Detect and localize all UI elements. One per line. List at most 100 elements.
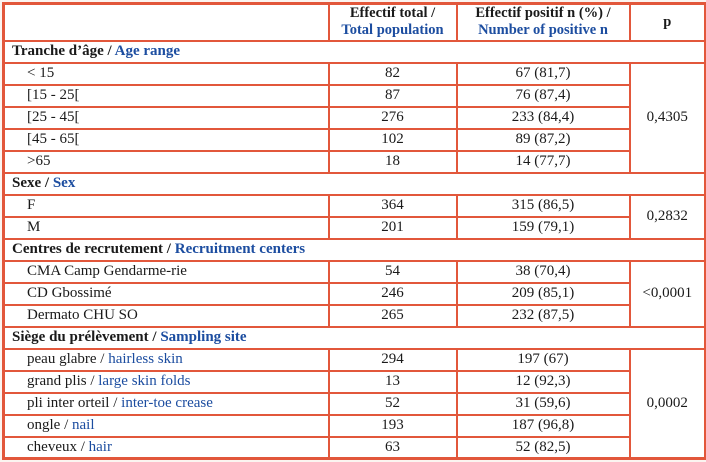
row-label: < 15 xyxy=(2,61,330,86)
row-label: ongle / nail xyxy=(2,413,330,438)
header-total-en: Total population xyxy=(341,22,444,39)
row-label-fr: grand plis / xyxy=(27,373,99,389)
total-population-value: 63 xyxy=(327,435,458,460)
header-total-fr: Effectif total / xyxy=(349,5,436,22)
data-row: M 201 159 (79,1) xyxy=(2,215,706,240)
section-header-row: Centres de recrutement / Recruitment cen… xyxy=(2,237,706,262)
row-label-fr: cheveux / xyxy=(27,438,89,455)
table-header: Effectif total / Total population Effect… xyxy=(2,2,706,42)
section-header-row: Tranche d’âge / Age range xyxy=(2,39,706,64)
row-label-fr: CMA Camp Gendarme-rie xyxy=(27,263,187,279)
positive-count-value: 233 (84,4) xyxy=(455,105,631,130)
row-label-fr: [15 - 25[ xyxy=(27,87,80,103)
section-header-row: Sexe / Sex xyxy=(2,171,706,196)
row-label: >65 xyxy=(2,149,330,174)
p-value-cell: 0,0002 xyxy=(628,347,706,460)
total-population-value: 52 xyxy=(327,391,458,416)
row-label: CMA Camp Gendarme-rie xyxy=(2,259,330,284)
data-row: [25 - 45[ 276 233 (84,4) xyxy=(2,105,706,130)
row-label: [15 - 25[ xyxy=(2,83,330,108)
total-population-value: 13 xyxy=(327,369,458,394)
section-title-en: Sex xyxy=(52,175,76,191)
row-label: M xyxy=(2,215,330,240)
section-title-fr: Sexe / xyxy=(12,175,53,191)
header-total-population: Effectif total / Total population xyxy=(327,2,458,42)
positive-count-value: 67 (81,7) xyxy=(455,61,631,86)
positive-count-value: 232 (87,5) xyxy=(455,303,631,328)
total-population-value: 18 xyxy=(327,149,458,174)
positive-count-value: 76 (87,4) xyxy=(455,83,631,108)
row-label-fr: ongle / xyxy=(27,417,72,433)
table-body: Tranche d’âge / Age range < 15 82 67 (81,7)… xyxy=(2,39,706,460)
p-value-cell: 0,2832 xyxy=(628,193,706,240)
section-title-en: Sampling site xyxy=(160,329,247,345)
row-label-fr: >65 xyxy=(27,153,51,169)
section-title-en: Age range xyxy=(114,43,181,59)
row-label-fr: CD Gbossimé xyxy=(27,285,112,301)
total-population-value: 246 xyxy=(327,281,458,306)
row-label-en: large skin folds xyxy=(98,373,191,389)
positive-count-value: 187 (96,8) xyxy=(455,413,631,438)
total-population-value: 265 xyxy=(327,303,458,328)
header-p-value: p xyxy=(628,2,706,42)
section-title-en: Recruitment centers xyxy=(174,241,306,257)
positive-count-value: 52 (82,5) xyxy=(455,435,631,460)
p-value-cell: <0,0001 xyxy=(628,259,706,328)
total-population-value: 54 xyxy=(327,259,458,284)
total-population-value: 201 xyxy=(327,215,458,240)
row-label: pli inter orteil / inter-toe crease xyxy=(2,391,330,416)
total-population-value: 102 xyxy=(327,127,458,152)
data-row: Dermato CHU SO 265 232 (87,5) xyxy=(2,303,706,328)
total-population-value: 276 xyxy=(327,105,458,130)
row-label-fr: [25 - 45[ xyxy=(27,109,80,125)
total-population-value: 294 xyxy=(327,347,458,372)
positive-count-value: 315 (86,5) xyxy=(455,193,631,218)
row-label-fr: < 15 xyxy=(27,65,55,81)
row-label: cheveux / hair xyxy=(2,435,330,460)
section-header-row: Siège du prélèvement / Sampling site xyxy=(2,325,706,350)
row-label: grand plis / large skin folds xyxy=(2,369,330,394)
header-empty-cell xyxy=(2,2,330,42)
row-label-fr: F xyxy=(27,197,36,213)
row-label-en: hairless skin xyxy=(108,351,183,367)
data-row: [45 - 65[102 89 (87,2) xyxy=(2,127,706,152)
row-label: CD Gbossimé xyxy=(2,281,330,306)
data-row: CD Gbossimé 246 209 (85,1) xyxy=(2,281,706,306)
positive-count-value: 38 (70,4) xyxy=(455,259,631,284)
header-positive-fr: Effectif positif n (%) / xyxy=(475,5,611,22)
row-label: [45 - 65[ xyxy=(2,127,330,152)
row-label-fr: Dermato CHU SO xyxy=(27,307,138,323)
section-title: Tranche d’âge / Age range xyxy=(2,39,706,64)
data-row: CMA Camp Gendarme-rie 54 38 (70,4) <0,0001 xyxy=(2,259,706,328)
data-row: peau glabre / hairless skin 294 197 (67) 0,… xyxy=(2,347,706,460)
row-label: Dermato CHU SO xyxy=(2,303,330,328)
row-label-en: nail xyxy=(72,417,95,433)
positive-count-value: 159 (79,1) xyxy=(455,215,631,240)
row-label-fr: M xyxy=(27,219,41,235)
data-row: ongle / nail 193 187 (96,8) xyxy=(2,413,706,438)
header-row: Effectif total / Total population Effect… xyxy=(2,2,706,42)
row-label-en: hair xyxy=(88,438,112,455)
header-positive-count: Effectif positif n (%) / Number of posit… xyxy=(455,2,631,42)
total-population-value: 87 xyxy=(327,83,458,108)
data-row: cheveux / hair 63 52 (82,5) xyxy=(2,435,706,460)
data-row: grand plis / large skin folds 13 12 (92,3) xyxy=(2,369,706,394)
data-row: >65 18 14 (77,7) xyxy=(2,149,706,174)
p-value-cell: 0,4305 xyxy=(628,61,706,174)
total-population-value: 193 xyxy=(327,413,458,438)
section-title: Centres de recrutement / Recruitment cen… xyxy=(2,237,706,262)
section-title-fr: Tranche d’âge / xyxy=(12,43,115,59)
data-row: pli inter orteil / inter-toe crease 52 31 … xyxy=(2,391,706,416)
row-label-fr: [45 - 65[ xyxy=(27,131,80,147)
data-row: F 364 315 (86,5) 0,2832 xyxy=(2,193,706,240)
section-title: Sexe / Sex xyxy=(2,171,706,196)
positive-count-value: 12 (92,3) xyxy=(455,369,631,394)
positive-count-value: 31 (59,6) xyxy=(455,391,631,416)
data-row: [15 - 25[ 87 76 (87,4) xyxy=(2,83,706,108)
section-title-fr: Siège du prélèvement / xyxy=(12,329,161,345)
row-label: peau glabre / hairless skin xyxy=(2,347,330,372)
row-label: F xyxy=(2,193,330,218)
row-label-en: inter-toe crease xyxy=(121,395,213,411)
